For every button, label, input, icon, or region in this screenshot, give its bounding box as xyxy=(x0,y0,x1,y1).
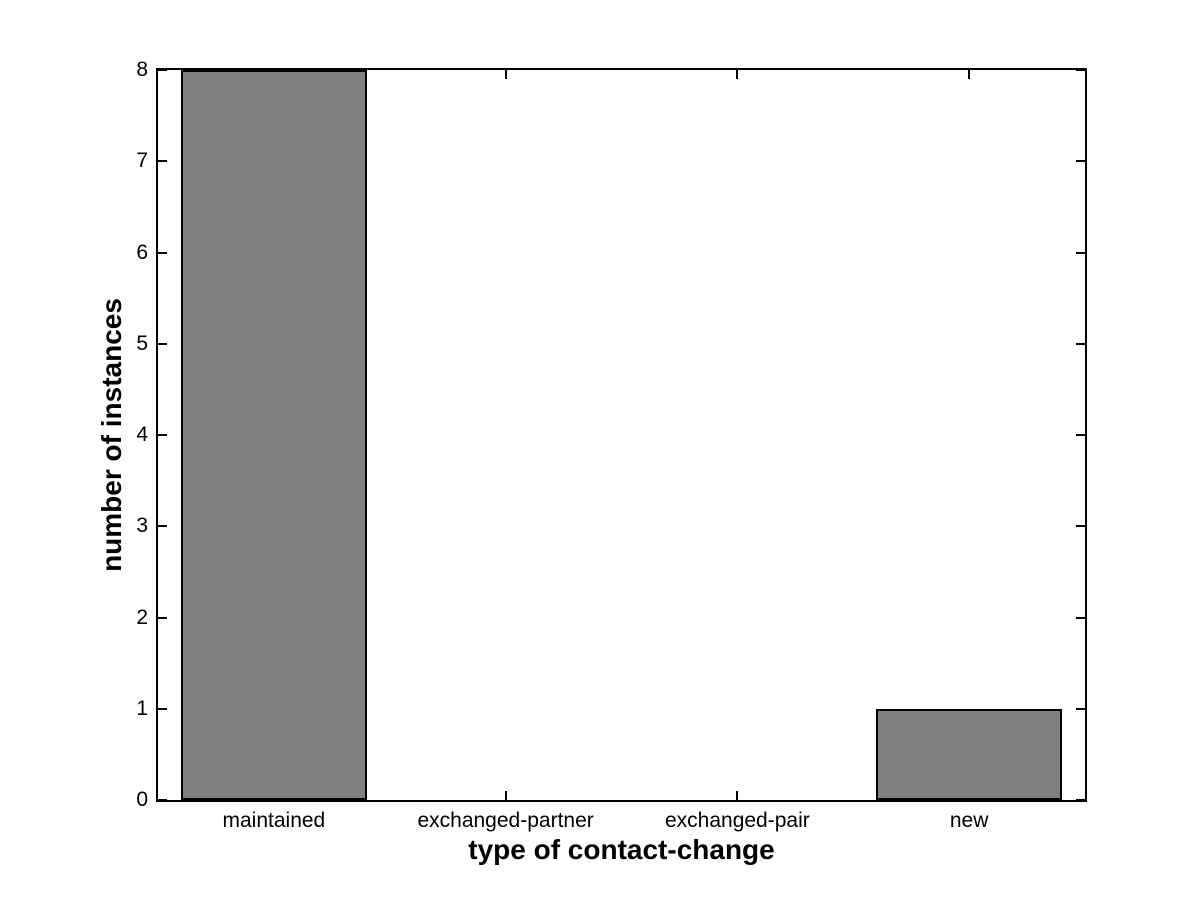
x-tick-label: exchanged-partner xyxy=(417,809,594,832)
y-tick-mark xyxy=(1076,342,1085,345)
y-tick-mark xyxy=(1076,799,1085,801)
y-tick-mark xyxy=(158,707,167,710)
y-tick-mark xyxy=(1076,616,1085,619)
plot-area: 0 1 2 3 4 5 6 7 8 maintained exchanged-partner exc… xyxy=(96,59,1087,865)
x-tick-mark xyxy=(504,791,507,800)
y-tick-mark xyxy=(158,251,167,254)
x-tick-label: maintained xyxy=(222,809,326,832)
y-tick-mark xyxy=(158,434,167,436)
y-tick-label: 6 xyxy=(136,240,148,264)
y-tick-label: 7 xyxy=(136,149,148,173)
y-tick-mark xyxy=(1076,707,1085,710)
y-tick-mark xyxy=(158,799,167,801)
x-tick-mark xyxy=(968,70,971,79)
y-tick-mark xyxy=(1076,69,1085,71)
x-tick-mark xyxy=(504,70,507,79)
bars-layer xyxy=(158,70,1085,800)
y-tick-mark xyxy=(1076,525,1085,528)
x-tick-mark xyxy=(736,70,739,79)
y-tick-mark xyxy=(158,69,167,71)
y-tick-mark xyxy=(1076,160,1085,163)
y-tick-label: 2 xyxy=(136,605,148,629)
y-tick-mark xyxy=(158,160,167,163)
y-tick-mark xyxy=(158,616,167,619)
bar-new xyxy=(876,708,1062,800)
y-tick-label: 4 xyxy=(136,423,148,446)
y-tick-label: 3 xyxy=(136,514,148,538)
y-tick-mark xyxy=(1076,434,1085,436)
x-tick-mark xyxy=(736,791,739,800)
x-tick-label: exchanged-pair xyxy=(664,809,810,832)
y-tick-label: 8 xyxy=(136,58,148,81)
y-tick-mark xyxy=(158,342,167,345)
y-tick-label: 5 xyxy=(136,331,148,355)
y-tick-label: 1 xyxy=(136,696,148,720)
y-axis-label: number of instances xyxy=(96,298,127,572)
y-tick-mark xyxy=(158,525,167,528)
y-tick-labels: 0 1 2 3 4 5 6 7 8 xyxy=(136,59,1085,811)
y-tick-label: 0 xyxy=(136,788,148,811)
bar-maintained xyxy=(181,70,367,800)
x-tick-labels: maintained exchanged-partner exchanged-pai… xyxy=(158,70,1085,832)
y-tick-mark xyxy=(1076,251,1085,254)
x-axis-label: type of contact-change xyxy=(468,834,775,865)
x-tick-label: new xyxy=(949,809,989,832)
